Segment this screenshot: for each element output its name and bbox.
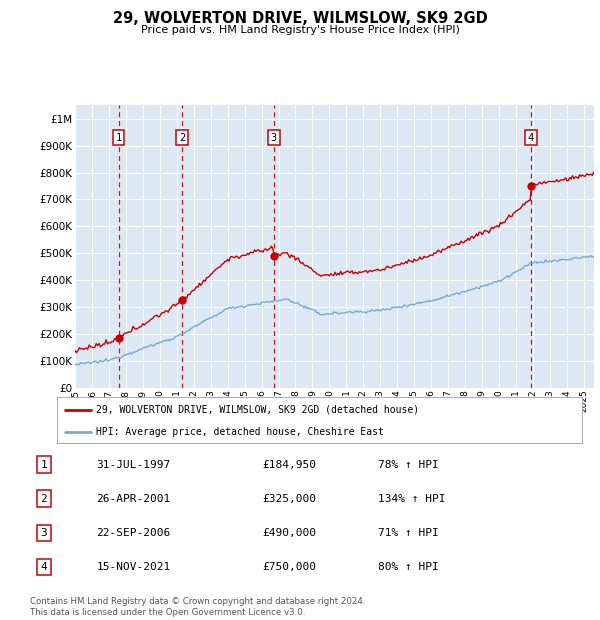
Text: 4: 4 [40,562,47,572]
Text: HPI: Average price, detached house, Cheshire East: HPI: Average price, detached house, Ches… [97,427,384,436]
Text: 80% ↑ HPI: 80% ↑ HPI [378,562,439,572]
Text: £750,000: £750,000 [262,562,316,572]
Text: 15-NOV-2021: 15-NOV-2021 [96,562,170,572]
Text: 22-SEP-2006: 22-SEP-2006 [96,528,170,538]
Text: 4: 4 [528,133,534,143]
Text: 1: 1 [40,459,47,470]
Text: 3: 3 [40,528,47,538]
Text: 26-APR-2001: 26-APR-2001 [96,494,170,504]
Text: £184,950: £184,950 [262,459,316,470]
Text: 2: 2 [179,133,185,143]
Text: 78% ↑ HPI: 78% ↑ HPI [378,459,439,470]
Text: 134% ↑ HPI: 134% ↑ HPI [378,494,445,504]
Text: £490,000: £490,000 [262,528,316,538]
Text: 1: 1 [116,133,122,143]
Text: 3: 3 [271,133,277,143]
Text: 71% ↑ HPI: 71% ↑ HPI [378,528,439,538]
Text: Contains HM Land Registry data © Crown copyright and database right 2024.
This d: Contains HM Land Registry data © Crown c… [30,598,365,617]
Text: 29, WOLVERTON DRIVE, WILMSLOW, SK9 2GD: 29, WOLVERTON DRIVE, WILMSLOW, SK9 2GD [113,11,487,26]
Text: £325,000: £325,000 [262,494,316,504]
Text: 31-JUL-1997: 31-JUL-1997 [96,459,170,470]
Text: Price paid vs. HM Land Registry's House Price Index (HPI): Price paid vs. HM Land Registry's House … [140,25,460,35]
Text: 2: 2 [40,494,47,504]
Text: 29, WOLVERTON DRIVE, WILMSLOW, SK9 2GD (detached house): 29, WOLVERTON DRIVE, WILMSLOW, SK9 2GD (… [97,405,419,415]
